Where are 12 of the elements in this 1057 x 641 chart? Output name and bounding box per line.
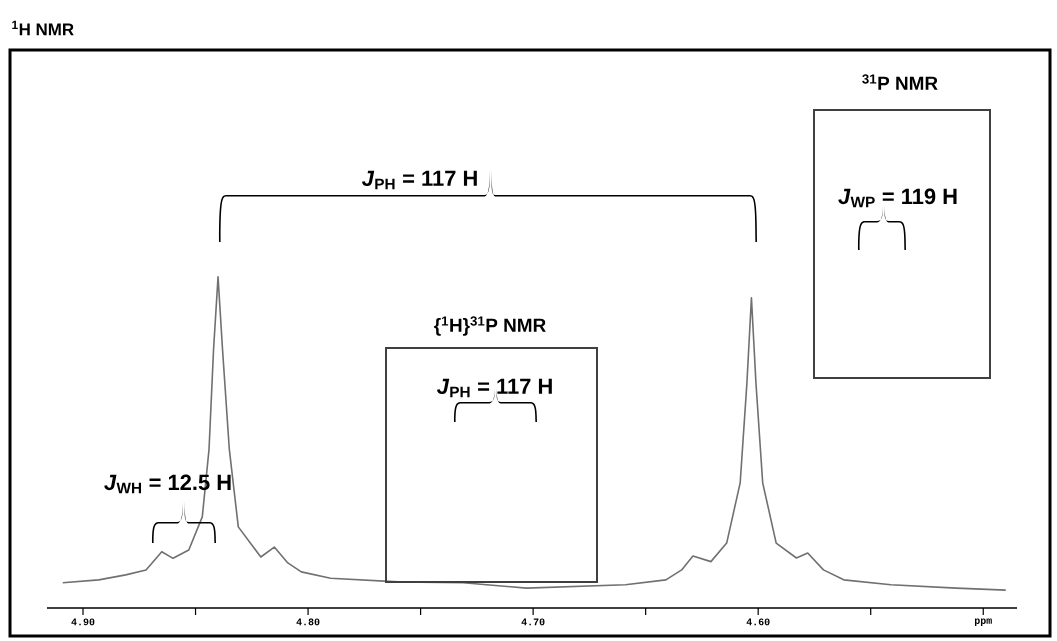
annotation: J$_{WH}$ = 12.5 H [104, 474, 231, 494]
x-tick-label: 4.90 [71, 618, 95, 626]
annotation: {$^{1}$H}$^{31}$P NMR [434, 316, 546, 336]
chart-title: $^{1}$H NMR [12, 20, 74, 36]
text: $^{31}$P NMR [862, 74, 938, 90]
x-tick-label: 4.80 [296, 618, 320, 626]
x-tick-label: ppm [974, 618, 992, 626]
text: J$_{PH}$ = 117 H [361, 170, 477, 190]
x-tick-label: 4.70 [521, 618, 545, 626]
x-tick-label: 4.60 [746, 618, 770, 626]
annotation: J$_{PH}$ = 117 H [436, 378, 552, 398]
text: J$_{WP}$ = 119 H [838, 188, 957, 208]
